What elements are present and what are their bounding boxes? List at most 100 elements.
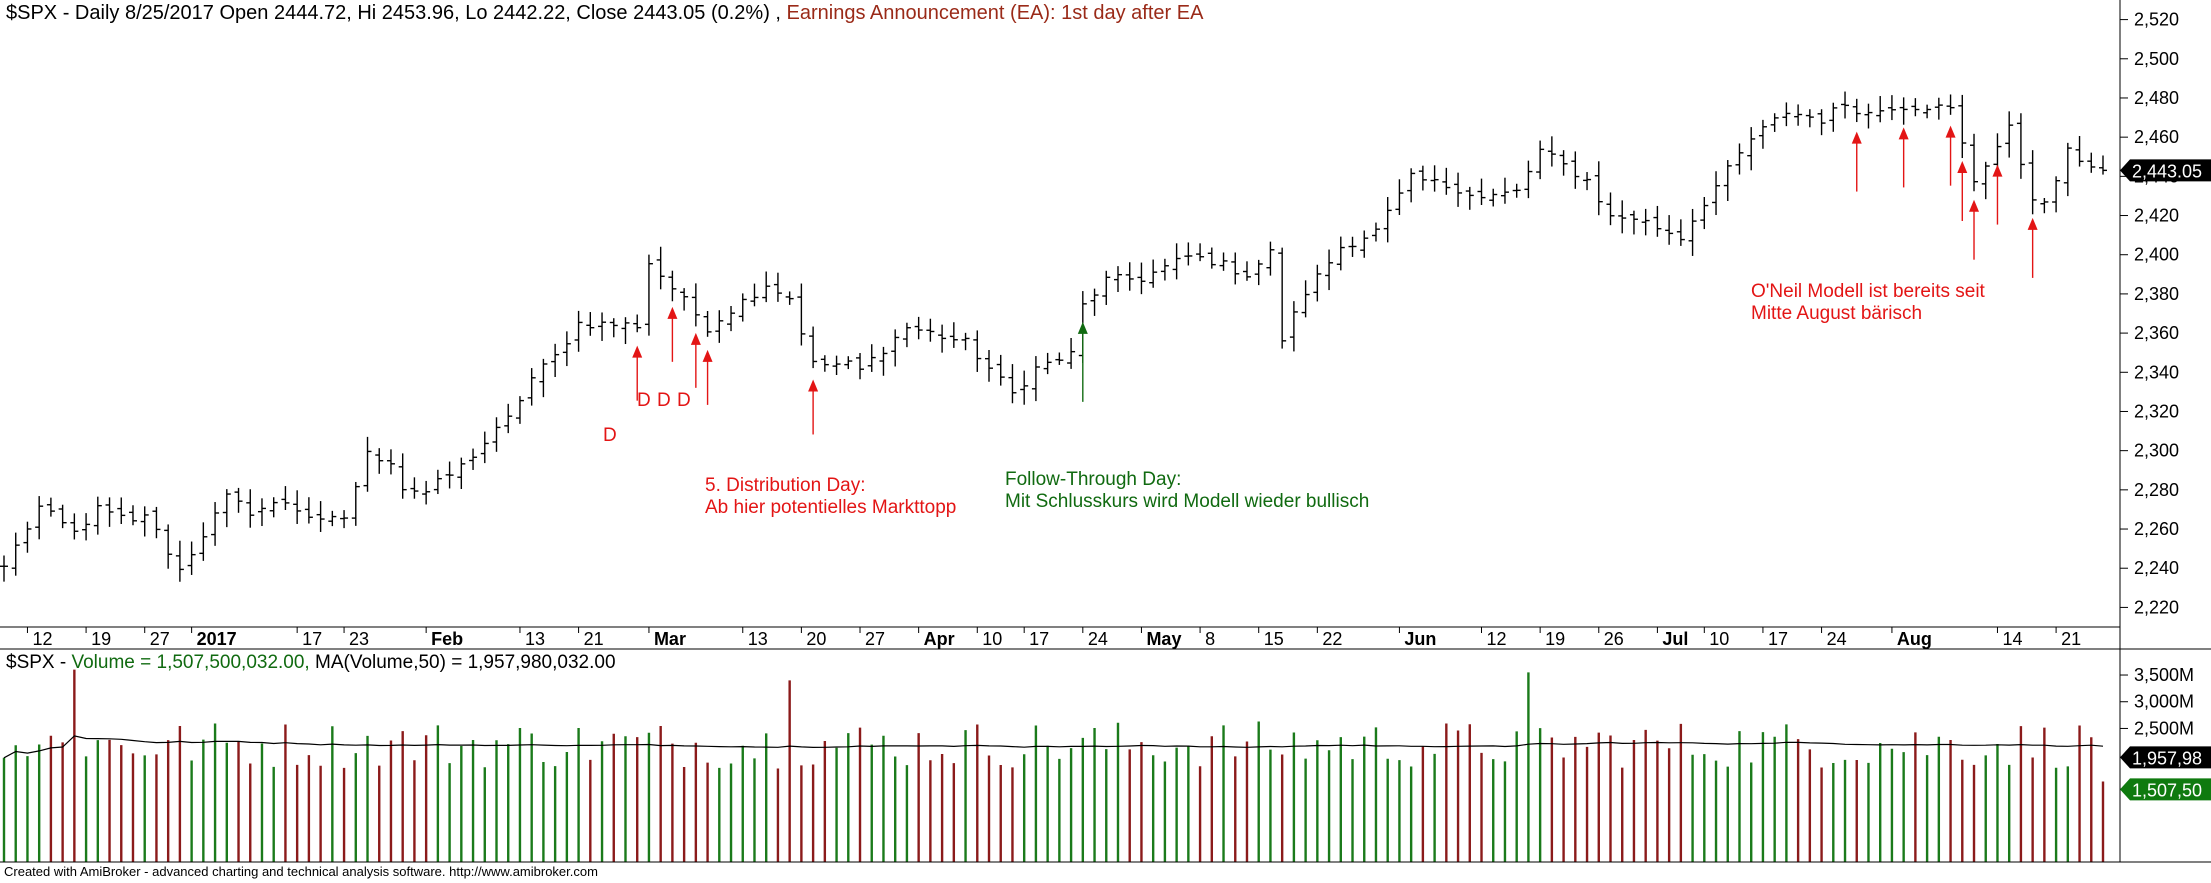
d-label-3: D [677, 390, 691, 411]
volume-tick-label: 3,500M [2134, 665, 2194, 685]
signal-arrow-head [667, 306, 678, 319]
distribution-day-note: 5. Distribution Day: Ab hier potentielle… [705, 475, 956, 519]
x-tick-label: Mar [654, 629, 686, 649]
x-tick-label: Jun [1404, 629, 1436, 649]
signal-arrow-head [702, 349, 713, 362]
price-tick-label: 2,360 [2134, 323, 2179, 343]
price-tick-label: 2,220 [2134, 597, 2179, 617]
signal-arrow-head [1077, 321, 1088, 334]
x-tick-label: 10 [1709, 629, 1729, 649]
volume-bars [2, 669, 2105, 862]
x-tick-label: 2017 [197, 629, 237, 649]
follow-through-note: Follow-Through Day: Mit Schlusskurs wird… [1005, 469, 1369, 513]
price-tick-label: 2,520 [2134, 10, 2179, 30]
signal-arrow-head [1957, 161, 1968, 174]
x-tick-label: 19 [1545, 629, 1565, 649]
price-tick-label: 2,500 [2134, 49, 2179, 69]
price-tick-label: 2,420 [2134, 206, 2179, 226]
distribution-day-title: 5. Distribution Day: [705, 475, 866, 496]
distribution-day-text: Ab hier potentielles Markttopp [705, 497, 957, 518]
x-tick-label: Jul [1662, 629, 1688, 649]
volume-tick-label: 2,500M [2134, 718, 2194, 738]
price-header: $SPX - Daily 8/25/2017 Open 2444.72, Hi … [6, 1, 1203, 25]
x-tick-label: 12 [32, 629, 52, 649]
signal-arrows [632, 125, 2038, 435]
signal-arrow-head [632, 345, 643, 358]
signal-arrow-head [1945, 125, 1956, 138]
d-label-1: D [637, 390, 651, 411]
x-tick-label: 10 [982, 629, 1002, 649]
x-tick-label: May [1146, 629, 1181, 649]
axes: 2,220 2,240 2,260 2,280 2,300 2,320 2,340 2,360… [0, 0, 2211, 863]
x-tick-label: 26 [1604, 629, 1624, 649]
follow-through-text: Mit Schlusskurs wird Modell wieder bulli… [1005, 491, 1370, 512]
x-tick-label: 13 [525, 629, 545, 649]
x-tick-label: 20 [806, 629, 826, 649]
price-tick-label: 2,340 [2134, 362, 2179, 382]
x-tick-label: 24 [1088, 629, 1108, 649]
x-tick-label: 17 [302, 629, 322, 649]
ma-badge [2120, 746, 2211, 769]
volume-header-value: Volume = 1,507,500,032.00, [71, 652, 310, 673]
d-label-2: D [657, 390, 671, 411]
price-tick-label: 2,460 [2134, 127, 2179, 147]
ma-badge-label: 1,957,98 [2132, 748, 2202, 768]
price-header-symbol: $SPX [6, 2, 58, 24]
price-tick-label: 2,300 [2134, 441, 2179, 461]
x-tick-label: 15 [1264, 629, 1284, 649]
volume-header-sep: - [54, 652, 72, 673]
x-tick-label: 27 [150, 629, 170, 649]
price-header-ohlc: - Daily 8/25/2017 Open 2444.72, Hi 2453.… [57, 2, 781, 24]
d-label-single: D [603, 425, 617, 446]
x-tick-label: 13 [748, 629, 768, 649]
price-tick-label: 2,260 [2134, 519, 2179, 539]
price-tick-label: 2,400 [2134, 245, 2179, 265]
price-tick-label: 2,480 [2134, 88, 2179, 108]
x-tick-label: 27 [865, 629, 885, 649]
signal-arrow-head [1898, 127, 1909, 140]
price-tick-label: 2,280 [2134, 480, 2179, 500]
x-tick-label: 19 [91, 629, 111, 649]
oneil-model-note: O'Neil Modell ist bereits seit Mitte Aug… [1751, 281, 1985, 325]
x-tick-label: 22 [1322, 629, 1342, 649]
x-tick-label: 17 [1029, 629, 1049, 649]
last-close-badge [2120, 159, 2211, 182]
price-tick-label: 2,380 [2134, 284, 2179, 304]
x-tick-label: 12 [1487, 629, 1507, 649]
last-close-label: 2,443.05 [2132, 161, 2202, 181]
x-tick-label: 24 [1827, 629, 1847, 649]
price-header-earnings: Earnings Announcement (EA): 1st day afte… [780, 2, 1204, 24]
volume-tick-label: 3,000M [2134, 692, 2194, 712]
x-tick-label: Feb [431, 629, 463, 649]
signal-arrow-head [2027, 217, 2038, 230]
x-tick-label: 8 [1205, 629, 1215, 649]
volume-badge [2120, 778, 2211, 801]
signal-arrow-head [1851, 131, 1862, 144]
price-tick-label: 2,320 [2134, 401, 2179, 421]
x-tick-label: 21 [2061, 629, 2081, 649]
oneil-model-line2: Mitte August bärisch [1751, 303, 1923, 324]
volume-header: $SPX - Volume = 1,507,500,032.00, MA(Vol… [6, 651, 616, 675]
volume-header-symbol: $SPX [6, 652, 55, 673]
x-tick-label: Apr [924, 629, 955, 649]
x-tick-label: 17 [1768, 629, 1788, 649]
signal-arrow-head [808, 379, 819, 392]
follow-through-title: Follow-Through Day: [1005, 469, 1182, 490]
signal-arrow-head [1992, 164, 2003, 177]
volume-ma-polyline [3, 735, 2104, 759]
x-tick-label: Aug [1897, 629, 1932, 649]
oneil-model-line1: O'Neil Modell ist bereits seit [1751, 281, 1985, 302]
x-tick-label: 21 [584, 629, 604, 649]
footer-credit: Created with AmiBroker - advanced charti… [4, 864, 598, 879]
signal-arrow-head [690, 332, 701, 345]
x-tick-label: 23 [349, 629, 369, 649]
signal-arrow-head [1969, 199, 1980, 212]
volume-badge-label: 1,507,50 [2132, 780, 2202, 800]
volume-header-ma: MA(Volume,50) = 1,957,980,032.00 [309, 652, 616, 673]
volume-ma-line [3, 735, 2104, 759]
price-tick-label: 2,240 [2134, 558, 2179, 578]
x-tick-label: 14 [2002, 629, 2022, 649]
